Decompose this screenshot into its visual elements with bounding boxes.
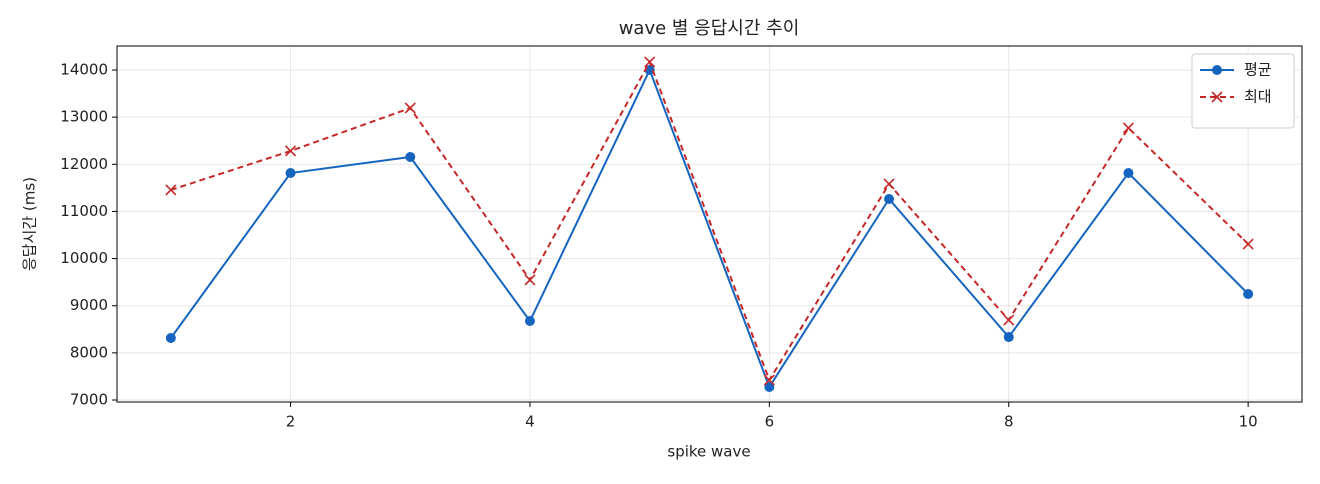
data-point: [763, 374, 775, 386]
y-tick-label: 8000: [70, 343, 108, 361]
data-point: [524, 274, 536, 286]
y-tick-label: 14000: [60, 60, 108, 78]
data-point: [1122, 122, 1135, 134]
series-line: [170, 59, 1249, 383]
data-point: [404, 102, 416, 114]
legend-marker: [1211, 91, 1223, 103]
x-tick-label: 2: [286, 413, 296, 431]
x-tick-label: 8: [1004, 413, 1014, 431]
data-point: [284, 145, 297, 157]
y-tick-label: 10000: [60, 249, 108, 267]
data-point: [883, 178, 895, 190]
data-point: [1123, 168, 1134, 179]
legend-label: 최대: [1244, 88, 1272, 106]
y-axis-label: 응답시간 (ms): [21, 177, 39, 271]
y-tick-label: 7000: [70, 391, 108, 409]
data-point: [1242, 238, 1254, 250]
data-point: [524, 316, 535, 327]
y-tick-label: 9000: [70, 296, 108, 314]
data-point: [1003, 314, 1015, 326]
data-point: [165, 184, 177, 196]
data-point: [1243, 288, 1254, 299]
legend-marker: [1212, 65, 1222, 75]
x-axis-label: spike wave: [667, 443, 750, 461]
data-point: [285, 168, 296, 179]
legend-label: 평균: [1244, 61, 1272, 79]
data-point: [1003, 332, 1014, 343]
data-point: [764, 382, 775, 393]
x-tick-label: 10: [1239, 413, 1258, 431]
data-point: [405, 151, 416, 162]
data-point: [644, 56, 656, 68]
legend-box: [1191, 53, 1295, 129]
data-point: [165, 333, 176, 344]
series-line: [170, 67, 1249, 390]
y-tick-label: 13000: [60, 108, 108, 126]
data-point: [884, 193, 895, 204]
x-tick-label: 6: [765, 413, 775, 431]
y-tick-label: 12000: [60, 155, 108, 173]
plot-frame: [116, 45, 1303, 403]
y-tick-label: 11000: [60, 202, 108, 220]
x-tick-label: 4: [525, 413, 535, 431]
chart-title: wave 별 응답시간 추이: [619, 18, 800, 39]
